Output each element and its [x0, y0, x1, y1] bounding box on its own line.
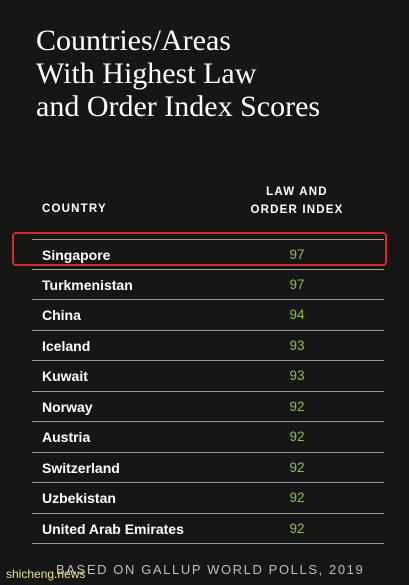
index-score: 97	[289, 247, 305, 262]
country-name: Switzerland	[42, 459, 120, 476]
chart-title: Countries/Areas With Highest Law and Ord…	[36, 24, 396, 123]
index-score: 92	[289, 429, 305, 444]
column-header-country: COUNTRY	[42, 203, 107, 215]
index-score: 94	[289, 307, 305, 322]
column-header-index-line-1: LAW AND	[266, 186, 328, 198]
country-name: Austria	[42, 429, 91, 445]
table-row: Turkmenistan 97	[32, 270, 384, 300]
country-name: Kuwait	[42, 368, 88, 384]
index-score: 92	[289, 398, 305, 414]
table-row: United Arab Emirates 92	[32, 514, 384, 544]
country-name: Turkmenistan	[42, 276, 133, 293]
table-row: Norway 92	[32, 392, 384, 422]
country-name: Iceland	[42, 337, 91, 354]
table-row: Uzbekistan 92	[32, 483, 384, 514]
table-header: COUNTRY LAW AND ORDER INDEX	[32, 180, 384, 220]
country-name: Norway	[42, 398, 93, 415]
index-score: 92	[289, 520, 305, 536]
title-line-3: and Order Index Scores	[36, 90, 321, 123]
table-row: China 94	[32, 300, 384, 331]
index-score: 92	[289, 459, 305, 475]
table-row: Austria 92	[32, 422, 384, 453]
country-name: Uzbekistan	[42, 490, 116, 506]
table-row: Singapore 97	[32, 239, 384, 270]
index-score: 93	[289, 368, 305, 383]
title-line-1: Countries/Areas	[36, 24, 231, 57]
column-header-index-line-2: ORDER INDEX	[250, 204, 344, 216]
title-line-2: With Highest Law	[36, 57, 257, 90]
country-name: United Arab Emirates	[42, 520, 184, 537]
country-name: China	[42, 307, 81, 323]
table-body: Singapore 97 Turkmenistan 97 China 94 Iceland 9…	[32, 239, 384, 544]
index-score: 92	[289, 490, 305, 505]
index-score: 97	[289, 276, 305, 292]
table-row: Switzerland 92	[32, 453, 384, 483]
table-row: Iceland 93	[32, 331, 384, 361]
country-name: Singapore	[42, 247, 111, 263]
source-footer: BASED ON GALLUP WORLD POLLS, 2019	[56, 562, 365, 577]
column-header-index: LAW AND ORDER INDEX	[232, 183, 362, 219]
watermark: shicheng.news	[6, 567, 86, 581]
index-score: 93	[289, 337, 305, 353]
table-row: Kuwait 93	[32, 361, 384, 392]
